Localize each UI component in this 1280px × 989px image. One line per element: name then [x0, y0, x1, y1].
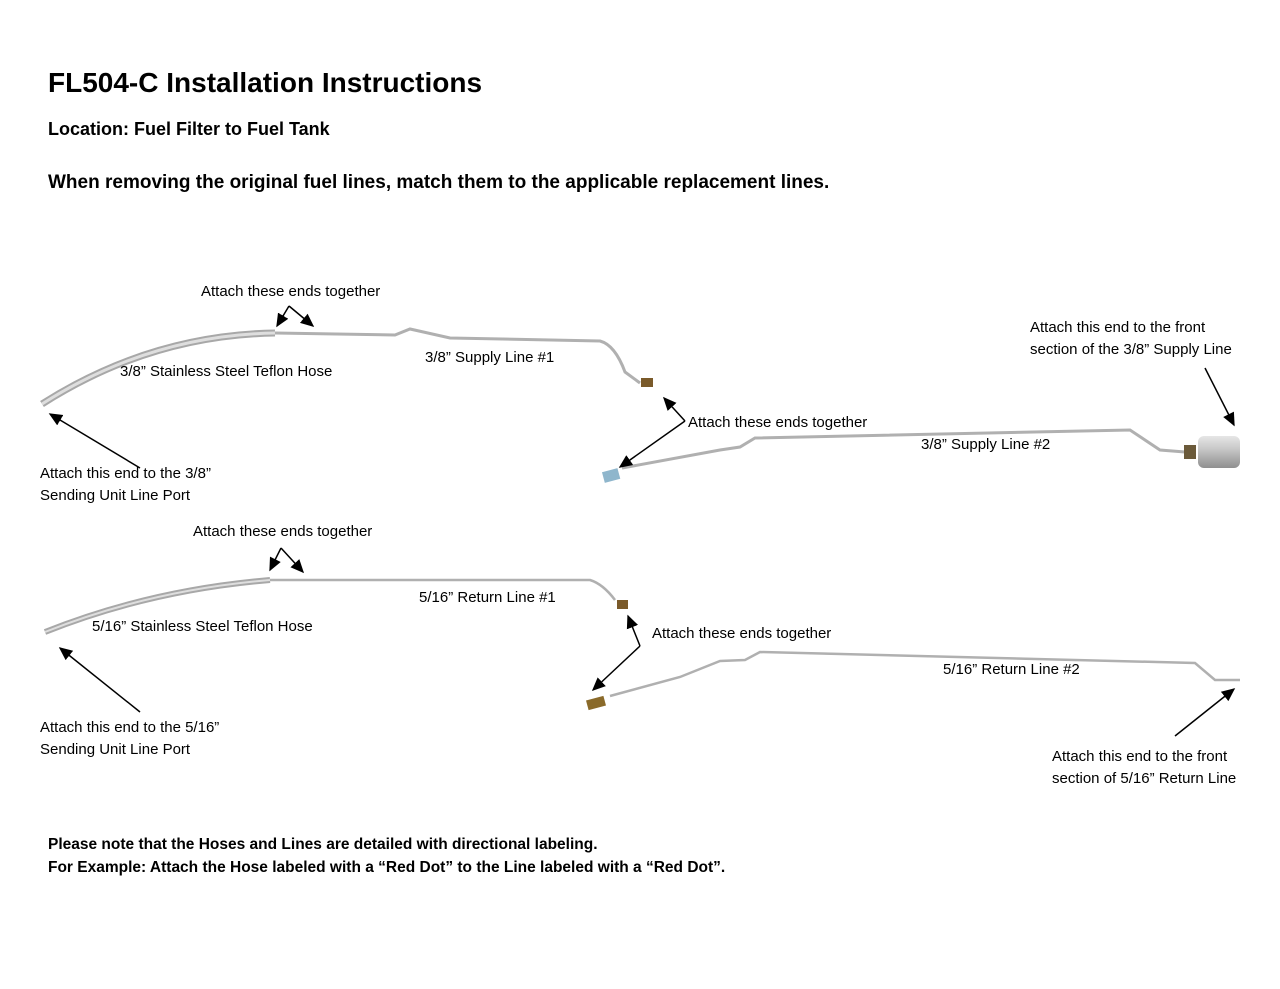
- arrows: [48, 305, 1236, 737]
- instruction-text: When removing the original fuel lines, m…: [48, 172, 830, 193]
- return-line-2-label: 5/16” Return Line #2: [943, 661, 1080, 678]
- supply-front-note-1: Attach this end to the front: [1030, 319, 1206, 336]
- return-hose-label: 5/16” Stainless Steel Teflon Hose: [92, 618, 313, 635]
- page-title: FL504-C Installation Instructions: [48, 67, 483, 98]
- return-front-note-1: Attach this end to the front: [1052, 748, 1228, 765]
- supply-hose-label: 3/8” Stainless Steel Teflon Hose: [120, 363, 333, 380]
- supply-attach-together-1: Attach these ends together: [201, 283, 381, 300]
- supply-line-1: [274, 327, 641, 385]
- return-line-2: [609, 650, 1240, 698]
- supply-line-1-fitting: [641, 378, 653, 387]
- fuel-filter: [1198, 436, 1240, 468]
- supply-line-2-label: 3/8” Supply Line #2: [921, 436, 1051, 453]
- note-line-1: Please note that the Hoses and Lines are…: [48, 836, 598, 853]
- supply-port-note-1: Attach this end to the 3/8”: [40, 465, 211, 482]
- supply-line-2: [621, 428, 1186, 470]
- return-port-note-1: Attach this end to the 5/16”: [40, 719, 220, 736]
- return-line-1: [270, 578, 616, 601]
- supply-front-note-2: section of the 3/8” Supply Line: [1030, 341, 1232, 358]
- location-text: Location: Fuel Filter to Fuel Tank: [48, 119, 330, 139]
- supply-attach-together-2: Attach these ends together: [688, 414, 868, 431]
- return-attach-together-2: Attach these ends together: [652, 625, 832, 642]
- supply-line-2-fitting: [601, 468, 621, 483]
- return-attach-together-1: Attach these ends together: [193, 523, 373, 540]
- supply-port-note-2: Sending Unit Line Port: [40, 487, 191, 504]
- return-port-note-2: Sending Unit Line Port: [40, 741, 191, 758]
- return-line-1-label: 5/16” Return Line #1: [419, 589, 556, 606]
- note-line-2: For Example: Attach the Hose labeled wit…: [48, 859, 726, 876]
- supply-line-1-label: 3/8” Supply Line #1: [425, 349, 555, 366]
- return-front-note-2: section of 5/16” Return Line: [1052, 770, 1237, 787]
